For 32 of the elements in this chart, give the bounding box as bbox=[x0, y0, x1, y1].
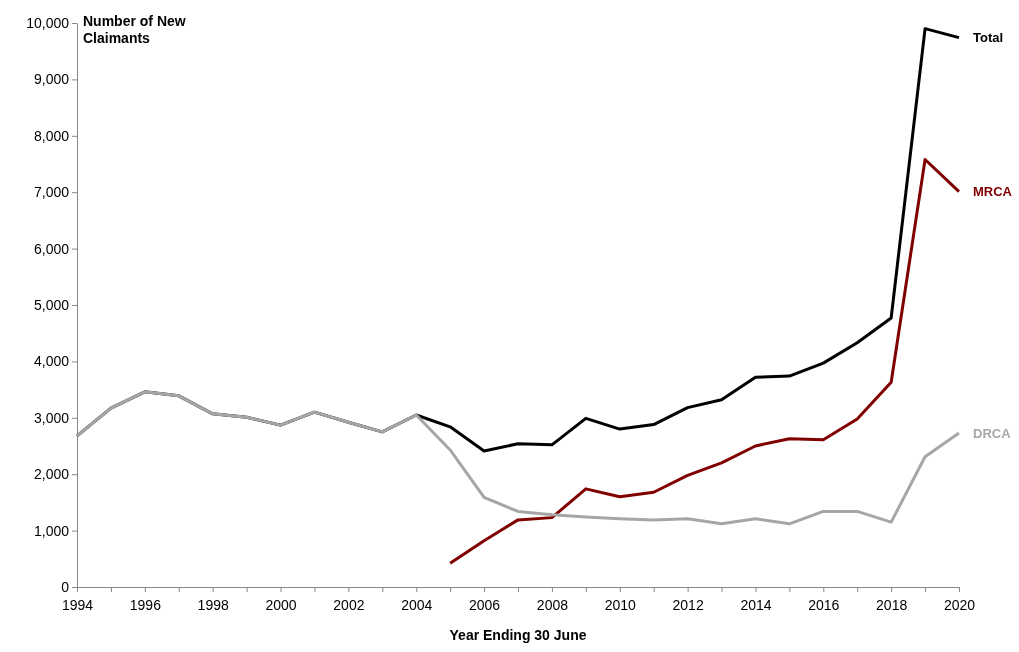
x-tick-label: 1994 bbox=[61, 597, 94, 614]
series-label: Total bbox=[973, 30, 1004, 46]
line-series bbox=[448, 157, 961, 565]
x-tick-label: 2006 bbox=[469, 597, 501, 614]
x-tick-label: 1998 bbox=[197, 597, 229, 614]
y-tick-label: 7,000 bbox=[33, 184, 70, 201]
x-tick-label: 2016 bbox=[808, 597, 840, 614]
y-tick-label: 8,000 bbox=[33, 127, 70, 144]
y-tick-label: 0 bbox=[61, 578, 70, 595]
x-tick-label: 2008 bbox=[536, 597, 569, 614]
x-tick-label: 2002 bbox=[333, 597, 365, 614]
x-tick-label: 2020 bbox=[943, 597, 976, 614]
y-tick-label: 2,000 bbox=[33, 466, 70, 483]
x-tick-label: 2014 bbox=[740, 597, 772, 614]
x-tick-label: 2010 bbox=[604, 597, 637, 614]
series-label: DRCA bbox=[973, 425, 1012, 441]
y-tick-label: 1,000 bbox=[33, 522, 70, 539]
y-tick-label: 9,000 bbox=[33, 71, 70, 88]
x-tick-label: 2018 bbox=[876, 597, 908, 614]
x-axis-title: Year Ending 30 June bbox=[449, 627, 587, 643]
y-tick-label: 3,000 bbox=[33, 409, 70, 426]
y-tick-label: 5,000 bbox=[33, 296, 70, 313]
y-tick-label: 6,000 bbox=[33, 240, 70, 257]
y-tick-label: 4,000 bbox=[33, 353, 70, 370]
x-tick-label: 1996 bbox=[129, 597, 162, 614]
x-tick-label: 2004 bbox=[401, 597, 433, 614]
x-tick-label: 2012 bbox=[672, 597, 704, 614]
x-tick-label: 2000 bbox=[265, 597, 297, 614]
series-label: MRCA bbox=[973, 184, 1013, 200]
y-tick-label: 10,000 bbox=[26, 14, 70, 31]
y-axis-title: Number of New Claimants bbox=[83, 12, 186, 46]
line-series bbox=[75, 390, 961, 526]
